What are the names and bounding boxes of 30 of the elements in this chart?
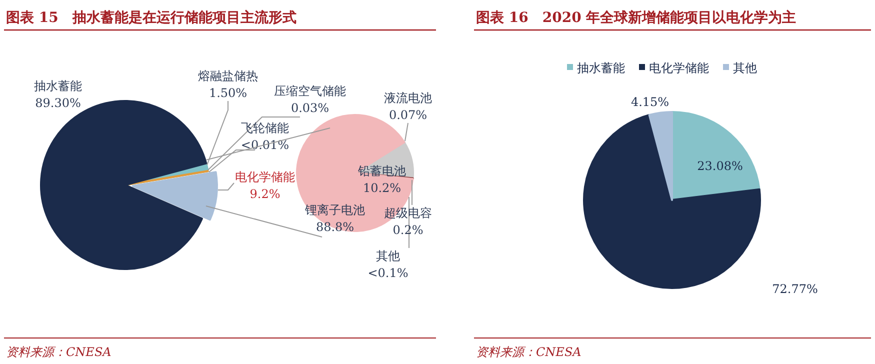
text: 资料来源：CNESA (476, 345, 582, 359)
text: <0.1% (368, 266, 408, 280)
slice-label: 熔融盐储热 (198, 69, 258, 83)
category-label: 其他 (376, 249, 400, 263)
data-label: 9.2% (250, 187, 280, 201)
data-label: 72.77% (772, 282, 818, 296)
chart-title: 图表 16 2020 年全球新增储能项目以电化学为主 (476, 9, 796, 26)
slice-label: 电化学储能 (235, 170, 295, 184)
slice-label: 压缩空气储能 (274, 84, 346, 98)
data-label: 88.8% (316, 220, 354, 234)
slice-label: 抽水蓄能 (34, 79, 82, 93)
data-label: 23.08% (697, 159, 743, 173)
slice-label: 超级电容 (384, 206, 432, 220)
legend-label: 其他 (733, 61, 757, 75)
chart-title: 图表 15 抽水蓄能是在运行储能项目主流形式 (6, 9, 296, 26)
text: 资料来源：CNESA (6, 345, 112, 359)
category-label: 飞轮储能 (241, 121, 289, 135)
data-label: 0.2% (392, 223, 424, 237)
slice-label: 液流电池 (384, 91, 432, 105)
text: <0.01% (240, 138, 290, 152)
data-label: 10.2% (362, 181, 402, 195)
data-label: 0.03% (290, 101, 330, 115)
data-label: 0.07% (388, 108, 428, 122)
legend-label: 电化学储能 (649, 61, 709, 75)
legend-label: 抽水蓄能 (577, 61, 625, 75)
slice-label: 铅蓄电池 (357, 164, 406, 178)
data-label: 4.15% (630, 95, 670, 109)
data-label: 89.30% (35, 96, 81, 110)
slice-label: 锂离子电池 (304, 203, 365, 217)
data-label: 1.50% (208, 86, 248, 100)
